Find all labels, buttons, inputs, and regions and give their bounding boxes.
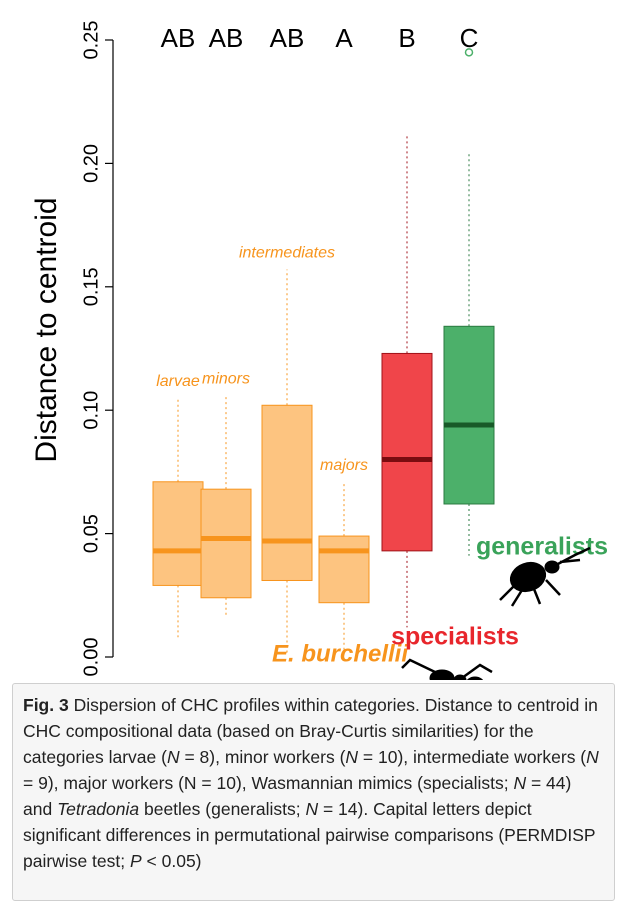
group-label: majors — [320, 457, 368, 474]
generalists-label: generalists — [476, 533, 608, 561]
specialists-label: specialists — [391, 623, 519, 651]
caption-text: N — [345, 747, 358, 767]
y-tick-label: 0.20 — [80, 144, 102, 183]
group-label: larvae — [156, 373, 200, 390]
ant-silhouette — [402, 660, 500, 680]
group-label: minors — [202, 371, 250, 388]
caption-text: beetles (generalists; — [139, 799, 305, 819]
box — [444, 326, 494, 504]
box — [382, 353, 432, 550]
y-axis-title: Distance to centroid — [30, 197, 63, 462]
chart: Distance to centroid E. burchellii speci… — [0, 0, 627, 680]
group-label: intermediates — [239, 245, 335, 262]
caption-text: = 10), intermediate workers ( — [358, 747, 586, 767]
y-tick-label: 0.15 — [80, 267, 102, 306]
caption-text: = 9), major workers (N = 10), Wasmannian… — [23, 773, 513, 793]
caption-label: Fig. 3 — [23, 695, 69, 715]
group-letter: AB — [270, 23, 305, 53]
caption: Fig. 3 Dispersion of CHC profiles within… — [12, 683, 615, 901]
y-tick-label: 0.10 — [80, 391, 102, 430]
y-tick-label: 0.05 — [80, 514, 102, 553]
caption-text: N — [586, 747, 599, 767]
caption-text: N — [305, 799, 318, 819]
caption-text: N — [167, 747, 180, 767]
box — [201, 489, 251, 598]
caption-text: P — [130, 851, 142, 871]
caption-body: Distance to centroid in CHC compositiona… — [23, 695, 599, 871]
box — [262, 405, 312, 580]
box — [153, 482, 203, 586]
group-letter: B — [398, 23, 415, 53]
caption-text: Tetradonia — [57, 799, 139, 819]
group-letter: A — [335, 23, 353, 53]
caption-title: Dispersion of CHC profiles within catego… — [74, 695, 420, 715]
page: {"chart_data": {"type": "box", "y_label"… — [0, 0, 627, 915]
species-label: E. burchellii — [272, 640, 409, 667]
caption-text: < 0.05) — [142, 851, 202, 871]
group-letter: AB — [209, 23, 244, 53]
group-letter: AB — [161, 23, 196, 53]
y-tick-label: 0.25 — [80, 21, 102, 60]
caption-text: N — [513, 773, 526, 793]
box — [319, 536, 369, 603]
caption-text: = 8), minor workers ( — [180, 747, 346, 767]
y-tick-label: 0.00 — [80, 638, 102, 677]
